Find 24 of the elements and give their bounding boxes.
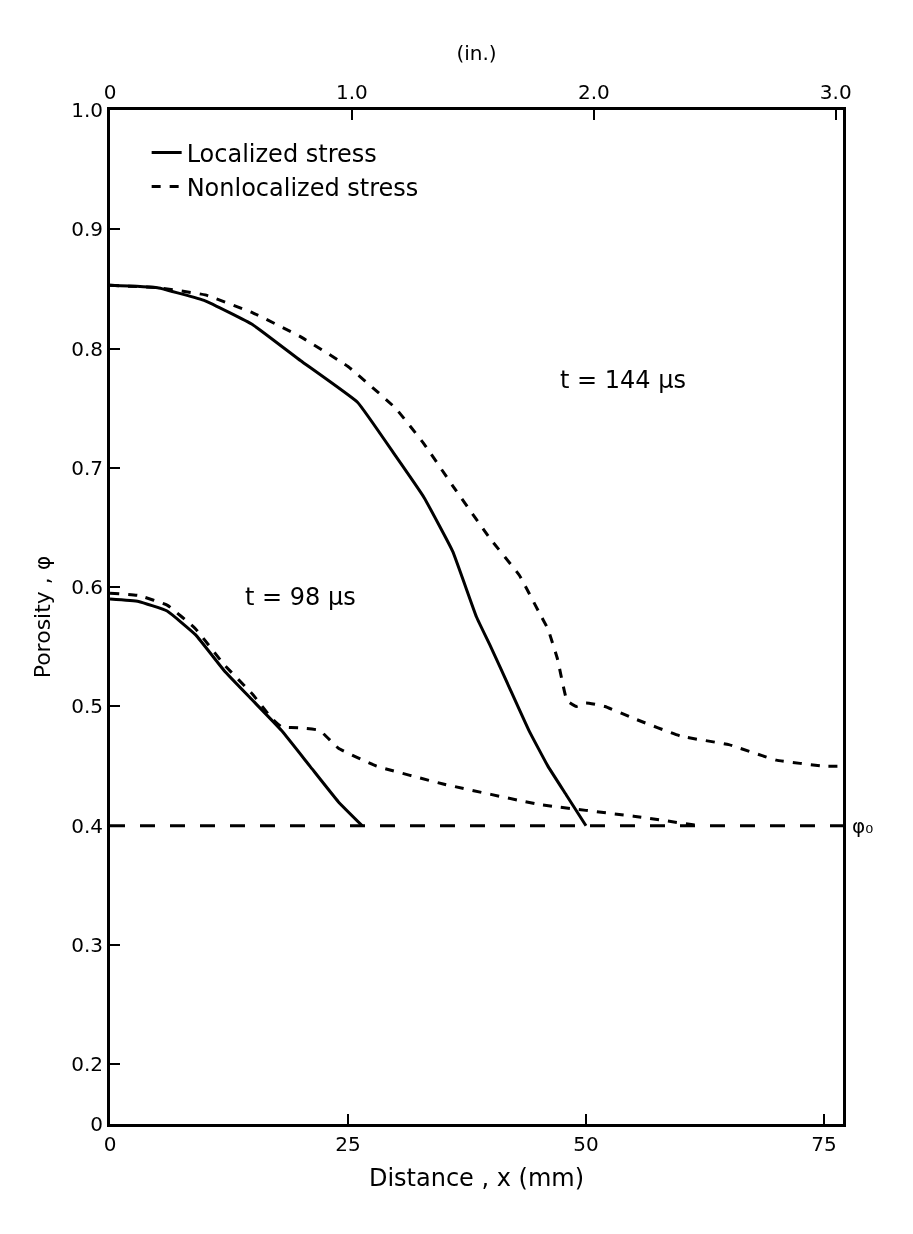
x2-axis-title: (in.) [456, 40, 497, 65]
y-tick-label: 0.4 [71, 813, 103, 838]
y-tick-label: 0.9 [71, 217, 103, 242]
x-tick-label: 25 [335, 1132, 361, 1156]
ref-line-label: φ₀ [852, 814, 874, 838]
annotation: t = 98 μs [245, 583, 356, 611]
legend-label: Localized stress [186, 139, 377, 168]
y-tick-label: 1.0 [71, 98, 103, 122]
x2-tick-label: 3.0 [819, 80, 852, 104]
x2-tick-label: 1.0 [336, 80, 368, 104]
y-tick-label: 0.7 [71, 455, 103, 480]
y-tick-label: 0.8 [71, 336, 103, 361]
annotation: t = 144 μs [560, 366, 686, 394]
y-axis-title: Porosity , φ [29, 555, 55, 679]
legend-label: Nonlocalized stress [186, 173, 419, 202]
x2-tick-label: 2.0 [577, 80, 610, 104]
x-axis-title: Distance , x (mm) [368, 1164, 585, 1193]
x-tick-label: 50 [573, 1132, 599, 1156]
y-tick-label: 0.5 [71, 694, 103, 719]
y-tick-label: 0.6 [71, 575, 103, 600]
y-tick-label: 0.2 [71, 1052, 103, 1077]
y-tick-label: 0 [90, 1112, 103, 1136]
y-tick-label: 0.3 [71, 933, 103, 958]
x-tick-label: 75 [811, 1132, 837, 1156]
